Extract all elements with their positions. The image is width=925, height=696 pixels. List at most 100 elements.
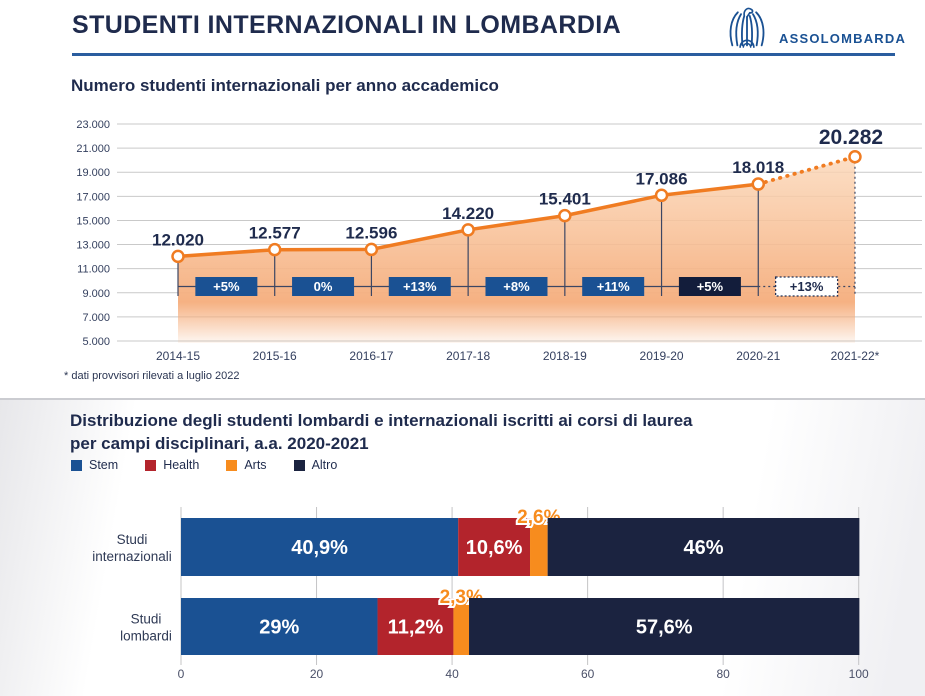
x-tick-label: 2019-20 [640, 349, 684, 363]
bar-segment-label: 11,2% [388, 617, 444, 639]
data-point-marker [461, 223, 475, 237]
pct-badge-label: +8% [503, 279, 530, 294]
y-tick-label: 15.000 [76, 215, 110, 227]
data-point-label: 12.596 [345, 223, 397, 242]
legend-label: Stem [89, 458, 119, 472]
stacked-bar-chart: 0 20 40 60 80 100 Studi internazionali 40,9% 10,6… [92, 505, 869, 681]
x-tick-label: 2020-21 [736, 349, 780, 363]
pct-badge-label: +13% [403, 279, 437, 294]
bar-segment-arts [453, 598, 470, 655]
bar-segment-arts [530, 518, 548, 576]
pct-badge [678, 277, 741, 296]
row-label-line: Studi [117, 532, 148, 547]
legend-item-health: Health [145, 458, 199, 472]
bar-chart-title-line1: Distribuzione degli studenti lombardi e … [70, 411, 693, 430]
legend-label: Health [163, 458, 200, 472]
data-point-label: 20.282 [819, 126, 883, 149]
data-point-marker [654, 188, 669, 203]
bar-chart-legend: Stem Health Arts Altro [71, 458, 337, 472]
area-fill [178, 156, 855, 343]
data-point-label: 18.018 [732, 158, 784, 177]
legend-chip-stem [71, 459, 82, 471]
data-point-label: 12.020 [152, 230, 204, 249]
y-tick-label: 5.000 [82, 336, 110, 348]
x-tick-label: 2017-18 [446, 349, 490, 363]
line-chart-title: Numero studenti internazionali per anno … [71, 76, 499, 95]
legend-item-altro: Altro [293, 458, 338, 472]
footnote: * dati provvisori rilevati a luglio 2022 [64, 370, 240, 382]
data-point-marker [848, 150, 862, 164]
x-tick-label: 60 [581, 667, 595, 681]
data-point-label: 14.220 [442, 204, 494, 223]
legend-chip-health [145, 459, 157, 471]
legend-item-arts: Arts [226, 458, 267, 472]
pct-badge-outline [774, 276, 839, 297]
legend-item-stem: Stem [71, 458, 118, 472]
bar-segment-label: 46% [683, 537, 723, 559]
y-tick-label: 11.000 [77, 264, 110, 276]
y-tick-label: 9.000 [82, 288, 110, 300]
x-tick-label: 2014-15 [156, 349, 200, 363]
bar-segment-altro [469, 598, 860, 655]
data-point-label: 15.401 [539, 190, 591, 209]
bar-chart-title-line2: per campi disciplinari, a.a. 2020-2021 [70, 434, 369, 453]
pct-badge-label: +5% [697, 279, 724, 294]
row-label-line: Studi [131, 612, 162, 627]
eagle-icon [729, 7, 765, 48]
x-tick-label: 2018-19 [543, 349, 587, 363]
x-tick-label: 2015-16 [253, 349, 297, 363]
y-tick-label: 23.000 [76, 119, 110, 131]
data-point-label: 17.086 [636, 169, 688, 188]
bar-chart-section: Distribuzione degli studenti lombardi e … [0, 400, 925, 696]
bar-segment-stem [181, 518, 459, 576]
row-label: Studi internazionali [92, 532, 172, 564]
legend-chip-arts [226, 459, 238, 471]
pct-badge-label: +11% [597, 279, 630, 294]
x-tick-label: 20 [310, 667, 324, 681]
legend-chip-altro [293, 459, 305, 471]
pct-badge [195, 277, 258, 296]
logo-text: ASSOLOMBARDA [779, 31, 907, 46]
pct-badge [485, 277, 548, 296]
section-divider [0, 398, 925, 400]
y-tick-label: 17.000 [76, 191, 110, 203]
data-point-marker [364, 242, 379, 257]
pct-badge [292, 277, 355, 296]
data-point-marker [267, 242, 282, 257]
x-tick-label: 80 [716, 667, 730, 681]
data-point-label: 12.577 [249, 224, 301, 243]
bar-chart-title: Distribuzione degli studenti lombardi e … [70, 409, 693, 455]
x-tick-label: 100 [849, 667, 869, 681]
title-underline [72, 53, 895, 56]
bar-segment-label: 40,9% [291, 537, 348, 559]
y-tick-label: 7.000 [82, 312, 110, 324]
assolombarda-logo: ASSOLOMBARDA [724, 5, 906, 49]
x-tick-label: 2021-22* [831, 349, 880, 363]
pct-badge-label: +13% [790, 279, 824, 294]
trend-line-dotted [756, 154, 857, 186]
y-tick-label: 21.000 [76, 143, 110, 155]
bar-segment-altro [547, 518, 860, 576]
data-point-marker [558, 208, 572, 223]
row-label-line: lombardi [120, 629, 172, 644]
bar-segment-health [377, 598, 454, 655]
y-tick-label: 19.000 [76, 167, 110, 179]
page-title: STUDENTI INTERNAZIONALI IN LOMBARDIA [72, 11, 622, 39]
line-chart: 5.000 7.000 9.000 11.000 13.000 15.000 17.000 1… [76, 119, 922, 363]
pct-badge [582, 277, 645, 296]
bar-segment-label: 57,6% [636, 617, 693, 639]
y-tick-label: 13.000 [76, 240, 110, 252]
data-point-marker [751, 177, 766, 191]
row-label-line: internazionali [92, 549, 172, 564]
x-tick-label: 0 [178, 667, 185, 681]
bar-segment-label: 29% [259, 617, 299, 639]
pct-badge-label: +5% [213, 279, 240, 294]
x-tick-label: 40 [445, 667, 459, 681]
bar-segment-health [458, 518, 531, 576]
legend-label: Altro [311, 458, 338, 472]
x-tick-label: 2016-17 [349, 349, 393, 363]
pct-badge-label: 0% [314, 279, 333, 294]
bar-segment-label: 10,6% [466, 537, 523, 559]
data-point-marker [171, 249, 185, 264]
